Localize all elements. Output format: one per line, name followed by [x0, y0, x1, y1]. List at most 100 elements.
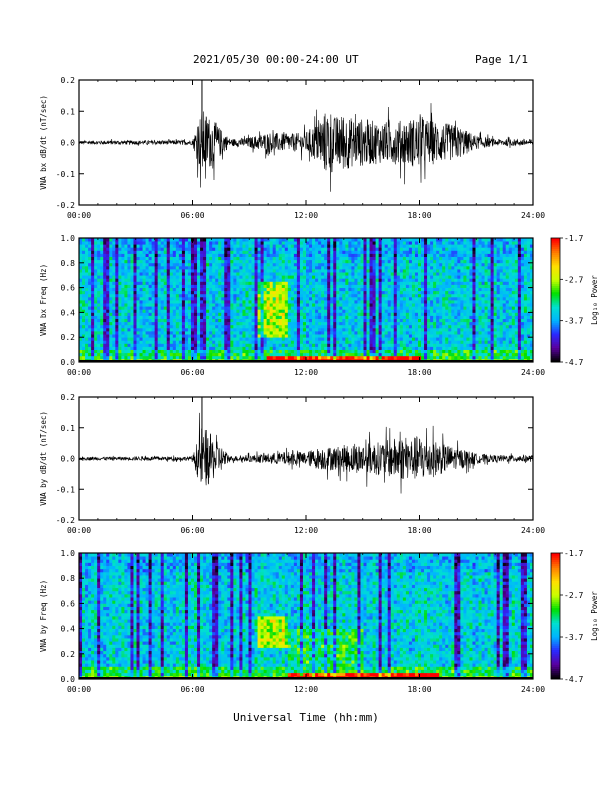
spectrogram-cell — [427, 238, 431, 242]
spectrogram-cell — [309, 272, 313, 276]
spectrogram-cell — [118, 256, 122, 261]
spectrogram-cell — [345, 318, 349, 323]
spectrogram-cell — [248, 265, 252, 270]
spectrogram-cell — [142, 278, 146, 282]
spectrogram-cell — [251, 275, 255, 279]
spectrogram-cell — [309, 253, 313, 257]
spectrogram-cell — [399, 241, 404, 245]
spectrogram-cell — [218, 331, 222, 335]
spectrogram-cell — [399, 238, 404, 242]
spectrogram-cell — [330, 281, 334, 285]
spectrogram-cell — [315, 265, 319, 270]
spectrogram-cell — [293, 281, 298, 285]
spectrogram-cell — [339, 352, 343, 357]
spectrogram-cell — [200, 303, 204, 307]
spectrogram-cell — [154, 331, 159, 335]
spectrogram-cell — [424, 309, 428, 313]
spectrogram-cell — [284, 343, 289, 347]
spectrogram-cell — [184, 278, 189, 282]
spectrogram-cell — [293, 331, 298, 335]
spectrogram-cell — [221, 290, 225, 295]
spectrogram-cell — [266, 349, 271, 354]
spectrogram-cell — [312, 306, 316, 310]
spectrogram-cell — [309, 244, 313, 248]
spectrogram-cell — [375, 324, 380, 329]
spectrogram-cell — [363, 238, 367, 242]
spectrogram-cell — [221, 293, 225, 298]
spectrogram-cell — [266, 259, 271, 264]
spectrogram-cell — [290, 293, 295, 298]
spectrogram-cell — [136, 284, 140, 288]
spectrogram-cell — [327, 300, 331, 304]
spectrogram-cell — [290, 247, 295, 251]
spectrogram-cell — [424, 253, 428, 257]
spectrogram-cell — [306, 312, 310, 316]
spectrogram-cell — [336, 250, 340, 254]
spectrogram-cell — [169, 309, 174, 313]
spectrogram-cell — [91, 346, 95, 350]
spectrogram-cell — [266, 324, 271, 329]
spectrogram-cell — [181, 262, 186, 267]
spectrogram-cell — [405, 269, 410, 273]
spectrogram-cell — [139, 269, 143, 273]
spectrogram-cell — [448, 355, 452, 360]
spectrogram-cell — [151, 331, 156, 335]
spectrogram-cell — [269, 337, 274, 341]
spectrogram-cell — [396, 253, 401, 257]
spectrogram-cell — [390, 306, 395, 310]
spectrogram-cell — [251, 269, 255, 273]
spectrogram-cell — [360, 262, 364, 267]
spectrogram-cell — [175, 315, 180, 319]
spectrogram-cell — [230, 290, 234, 295]
spectrogram-cell — [275, 352, 280, 357]
spectrogram-cell — [375, 259, 380, 264]
spectrogram-cell — [414, 244, 419, 248]
spectrogram-cell — [112, 272, 116, 276]
spectrogram-cell — [197, 253, 201, 257]
spectrogram-cell — [387, 265, 392, 270]
spectrogram-cell — [224, 259, 228, 264]
spectrogram-cell — [142, 275, 146, 279]
spectrogram-cell — [433, 238, 437, 242]
spectrogram-cell — [275, 337, 280, 341]
spectrogram-cell — [157, 315, 162, 319]
spectrogram-cell — [327, 238, 331, 242]
spectrogram-cell — [106, 331, 110, 335]
spectrogram-cell — [118, 337, 122, 341]
spectrogram-cell — [342, 247, 346, 251]
spectrogram-cell — [290, 275, 295, 279]
spectrogram-cell — [160, 244, 165, 248]
spectrogram-cell — [197, 275, 201, 279]
spectrogram-cell — [88, 352, 92, 357]
spectrogram-cell — [260, 244, 265, 248]
spectrogram-cell — [103, 355, 107, 360]
spectrogram-cell — [242, 278, 246, 282]
spectrogram-cell — [233, 275, 237, 279]
spectrogram-cell — [230, 241, 234, 245]
spectrogram-cell — [393, 247, 398, 251]
spectrogram-cell — [281, 275, 286, 279]
spectrogram-cell — [266, 284, 271, 288]
spectrogram-cell — [442, 306, 446, 310]
spectrogram-cell — [342, 318, 346, 323]
spectrogram-cell — [194, 296, 198, 301]
spectrogram-cell — [306, 315, 310, 319]
spectrogram-cell — [178, 241, 183, 245]
spectrogram-cell — [378, 324, 383, 329]
spectrogram-cell — [363, 346, 367, 350]
spectrogram-cell — [427, 327, 431, 332]
spectrogram-cell — [414, 275, 419, 279]
spectrogram-cell — [354, 272, 358, 276]
spectrogram-cell — [369, 337, 373, 341]
spectrogram-cell — [121, 269, 125, 273]
spectrogram-cell — [293, 334, 298, 338]
spectrogram-cell — [172, 334, 177, 338]
spectrogram-cell — [269, 281, 274, 285]
spectrogram-cell — [324, 287, 328, 292]
spectrogram-cell — [284, 337, 289, 341]
spectrogram-cell — [127, 349, 131, 354]
spectrogram-cell — [118, 352, 122, 357]
spectrogram-cell — [351, 334, 355, 338]
spectrogram-cell — [166, 321, 171, 326]
spectrogram-cell — [448, 284, 452, 288]
